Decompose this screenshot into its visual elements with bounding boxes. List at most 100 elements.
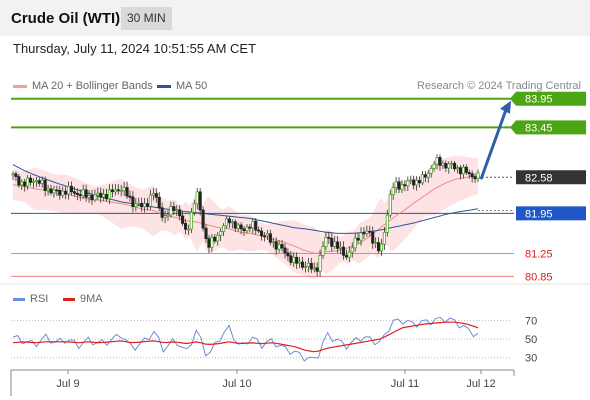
candle-body (309, 262, 313, 270)
candle-body (137, 202, 141, 205)
candle-body (441, 163, 445, 166)
candle-body (207, 238, 211, 248)
candle-body (426, 173, 430, 178)
rsi-ma-legend: 9MA (63, 293, 103, 305)
ma50-line (12, 164, 479, 234)
candle-body (295, 256, 299, 264)
candle-body (242, 228, 246, 232)
candle-body (151, 193, 155, 196)
level-label-pointer (510, 91, 516, 106)
timeframe-badge[interactable]: 30 MIN (121, 7, 172, 30)
candle-body (93, 194, 97, 201)
candle-body (324, 236, 328, 247)
candle-body (336, 241, 340, 249)
level-label-support: 81.25 (525, 248, 553, 260)
candle-body (379, 243, 384, 252)
candle-body (192, 203, 196, 213)
copyright-text: Research © 2024 Trading Central (416, 80, 581, 92)
candle-body (391, 187, 395, 196)
candle-body (248, 226, 252, 229)
candle-body (476, 172, 480, 180)
candle-body (400, 184, 404, 190)
candle-body (55, 189, 59, 192)
x-tick-label: Jul 9 (56, 378, 79, 390)
candle-body (300, 261, 305, 268)
level-label-support: 80.85 (525, 271, 553, 283)
candle-body (28, 177, 33, 183)
candle-body (397, 181, 401, 190)
candle-body (260, 230, 264, 237)
candle-body (455, 167, 460, 170)
candle-body (382, 231, 386, 245)
candle-body (222, 225, 226, 232)
candle-body (204, 227, 208, 239)
candle-body (195, 191, 199, 205)
candle-body (330, 238, 334, 247)
candle-body (154, 193, 158, 198)
rsi-legend: RSI (13, 293, 48, 305)
candle-body (78, 194, 82, 197)
candle-body (181, 215, 185, 224)
candle-body (412, 179, 416, 186)
candle-body (473, 176, 477, 180)
candle-body (160, 207, 164, 218)
candle-body (163, 215, 167, 218)
candle-body (58, 190, 62, 196)
candle-body (303, 266, 308, 268)
candle-body (143, 203, 147, 208)
candle-body (107, 189, 112, 200)
timestamp: Thursday, July 11, 2024 10:51:55 AM CET (13, 41, 257, 56)
candle-body (251, 220, 255, 229)
rsi-ma-swatch (63, 297, 75, 301)
candle-body (119, 190, 123, 192)
candle-body (102, 194, 106, 198)
candle-body (210, 236, 214, 248)
level-label-bg (516, 120, 586, 135)
rsi-tick-label: 70 (525, 315, 537, 327)
level-label-bg (516, 170, 586, 185)
candle-body (11, 173, 15, 176)
candle-body (99, 192, 103, 198)
candle-body (131, 196, 135, 207)
candle-body (359, 232, 363, 241)
candle-body (403, 184, 407, 187)
x-tick-label: Jul 12 (466, 378, 495, 390)
candle-body (417, 180, 422, 184)
candle-body (175, 209, 179, 212)
candle-body (406, 180, 410, 187)
candle-body (72, 191, 76, 194)
candle-body (239, 224, 243, 230)
ma50-legend-label: MA 50 (176, 80, 208, 92)
candle-body (230, 221, 234, 224)
rsi-tick-label: 30 (525, 353, 537, 365)
candle-body (265, 233, 269, 237)
candle-body (447, 163, 451, 169)
candle-body (110, 189, 114, 193)
level-label-last: 82.58 (525, 172, 553, 184)
candle-body (166, 214, 170, 217)
candle-body (409, 179, 413, 182)
candle-body (365, 230, 369, 234)
forecast-arrow-head (500, 100, 511, 114)
candle-body (394, 181, 398, 188)
candle-body (134, 203, 138, 207)
chart-header: Crude Oil (WTI) 30 MIN (0, 0, 590, 36)
level-label-resistance: 83.95 (525, 94, 553, 106)
candle-body (289, 255, 293, 263)
candle-body (458, 167, 463, 175)
candle-body (280, 244, 284, 249)
candle-body (341, 246, 346, 256)
candle-body (116, 189, 120, 192)
candle-body (198, 191, 202, 211)
candle-body (34, 180, 38, 182)
candle-body (87, 194, 91, 198)
candle-body (371, 231, 375, 244)
candle-body (347, 251, 351, 258)
level-label-pivot: 81.95 (525, 208, 553, 220)
bollinger-swatch (13, 84, 27, 88)
candle-body (148, 194, 153, 207)
candle-body (435, 157, 439, 165)
candle-body (236, 224, 240, 229)
candle-body (216, 234, 220, 242)
x-tick-label: Jul 10 (222, 378, 251, 390)
